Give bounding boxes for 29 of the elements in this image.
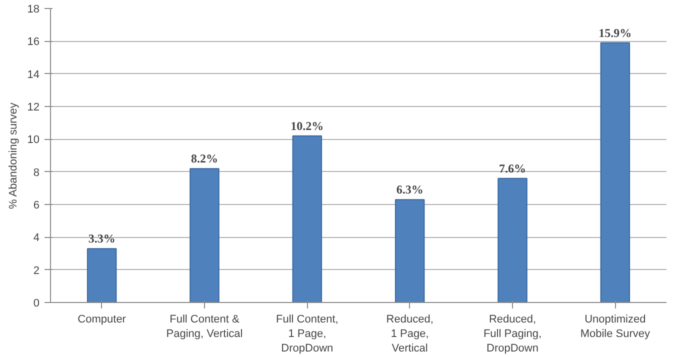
- data-label: 15.9%: [598, 26, 632, 40]
- y-tick-label: 0: [33, 298, 40, 310]
- y-tick-label: 14: [27, 68, 40, 81]
- bar: [86, 248, 117, 302]
- data-label: 7.6%: [499, 161, 526, 176]
- bar: [498, 178, 528, 302]
- x-tick-label: Full Content, 1 Page, DropDown: [276, 314, 338, 354]
- bar: [394, 199, 425, 302]
- x-tick-label: Unoptimized Mobile Survey: [580, 314, 651, 340]
- bar: [190, 168, 220, 302]
- y-tick-label: 6: [33, 200, 40, 212]
- x-tick-label: Full Content & Paging, Vertical: [166, 314, 243, 340]
- x-tick-label: Computer: [78, 314, 126, 326]
- x-tick-label: Reduced, 1 Page, Vertical: [386, 314, 434, 354]
- y-tick-label: 16: [27, 36, 40, 48]
- x-tick-label: Reduced, Full Paging, DropDown: [483, 314, 542, 354]
- y-tick-label: 10: [27, 134, 40, 146]
- y-axis-title: % Abandoning survey: [7, 102, 20, 210]
- data-label: 8.2%: [191, 152, 218, 166]
- y-tick-label: 2: [33, 264, 40, 277]
- y-tick-label: 4: [33, 232, 40, 244]
- y-tick-label: 18: [27, 4, 40, 16]
- y-tick-label: 8: [33, 166, 40, 179]
- bar: [292, 135, 322, 302]
- data-label: 6.3%: [396, 182, 424, 197]
- bar: [600, 42, 630, 302]
- data-label: 10.2%: [290, 118, 324, 133]
- data-label: 3.3%: [88, 232, 116, 246]
- y-tick-label: 12: [27, 102, 40, 114]
